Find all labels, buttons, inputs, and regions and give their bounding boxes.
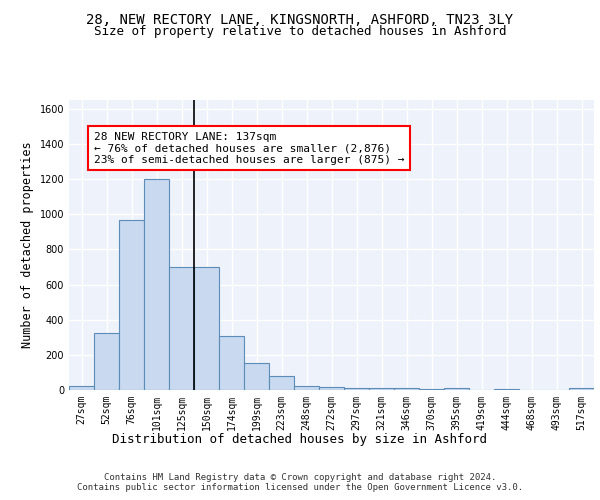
Text: Distribution of detached houses by size in Ashford: Distribution of detached houses by size … — [113, 432, 487, 446]
Bar — [69, 386, 94, 390]
Bar — [294, 386, 319, 390]
Text: Size of property relative to detached houses in Ashford: Size of property relative to detached ho… — [94, 25, 506, 38]
Bar — [169, 267, 194, 390]
Bar — [269, 376, 294, 390]
Bar — [94, 333, 119, 390]
Text: 28, NEW RECTORY LANE, KINGSNORTH, ASHFORD, TN23 3LY: 28, NEW RECTORY LANE, KINGSNORTH, ASHFOR… — [86, 12, 514, 26]
Bar — [569, 388, 594, 390]
Bar — [419, 389, 444, 390]
Bar — [244, 363, 269, 390]
Bar — [119, 220, 144, 390]
Bar — [219, 336, 244, 390]
Bar — [144, 179, 169, 390]
Bar — [319, 388, 344, 390]
Text: 28 NEW RECTORY LANE: 137sqm
← 76% of detached houses are smaller (2,876)
23% of : 28 NEW RECTORY LANE: 137sqm ← 76% of det… — [94, 132, 404, 165]
Bar — [444, 388, 469, 390]
Bar — [344, 388, 369, 390]
Bar — [394, 388, 419, 390]
Bar — [194, 267, 219, 390]
Bar — [494, 389, 519, 390]
Y-axis label: Number of detached properties: Number of detached properties — [21, 142, 34, 348]
Text: Contains HM Land Registry data © Crown copyright and database right 2024.
Contai: Contains HM Land Registry data © Crown c… — [77, 472, 523, 492]
Bar — [369, 388, 394, 390]
